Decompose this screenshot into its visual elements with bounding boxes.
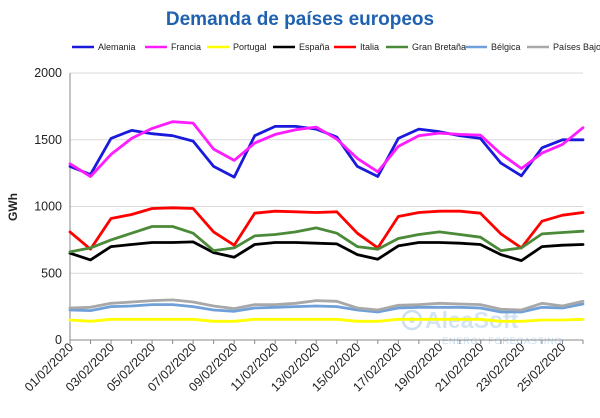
watermark-tagline: ENERGY FORECASTING [442,336,562,347]
series-line-bélgica [68,302,585,314]
series-line-gran-bretaña [68,225,585,254]
legend-label: Países Bajos [553,42,600,52]
series-lines [68,120,585,323]
series-line-portugal [68,317,585,323]
legend-label: Gran Bretaña [412,42,466,52]
legend-label: España [299,42,330,52]
y-tick-label: 2000 [34,66,62,80]
series-line-países-bajos [68,298,585,312]
grid [70,72,583,274]
legend-label: Italia [360,42,379,52]
series-line-italia [68,206,585,251]
chart-title: Demanda de países europeos [166,9,434,30]
y-axis-label: GWh [6,193,20,221]
y-tick-label: 500 [41,266,62,280]
legend: Alemania Francia Portugal España Italia Gran … [72,42,600,52]
y-tick-label: 1500 [34,133,62,147]
watermark: AleaSoft ENERGY FORECASTING [401,307,562,347]
y-tick-label: 0 [55,333,62,347]
series-line-españa [68,240,585,262]
legend-label: Francia [171,42,201,52]
legend-label: Portugal [233,42,267,52]
y-tick-label: 1000 [34,200,62,214]
legend-label: Alemania [98,42,136,52]
series-line-francia [68,120,585,178]
legend-label: Bélgica [491,42,521,52]
